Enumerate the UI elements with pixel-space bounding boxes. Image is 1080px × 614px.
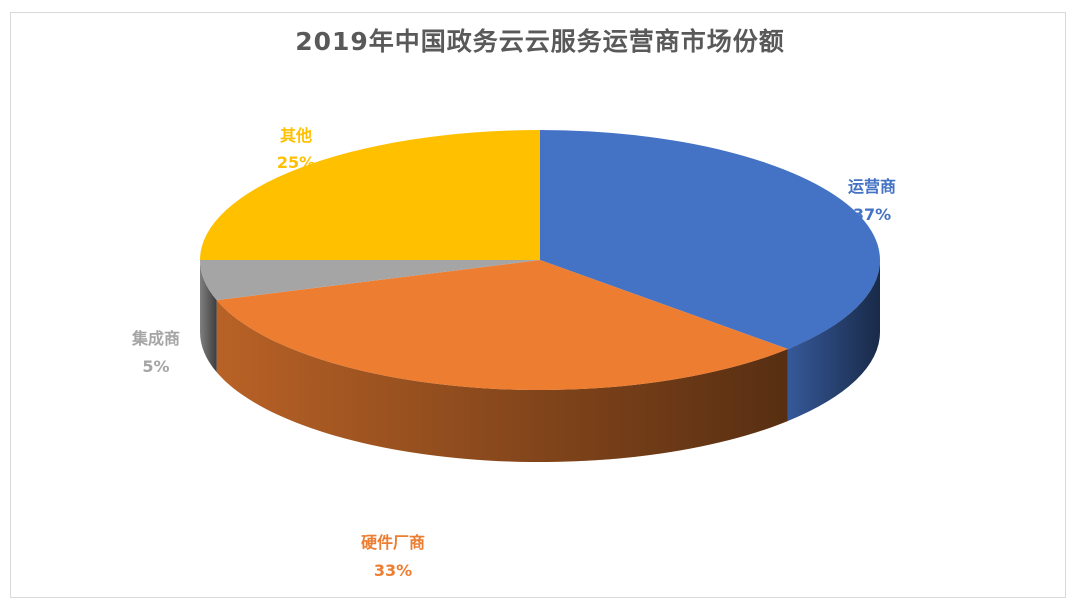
pie-slices — [200, 130, 880, 390]
label-yingjian-name: 硬件厂商 — [361, 533, 425, 552]
pie-sides — [200, 260, 880, 463]
slice-yingjian — [216, 260, 788, 390]
label-qita-value: 25% — [277, 153, 315, 172]
slice-side-shade-yingjian — [216, 300, 788, 463]
label-jicheng-value: 5% — [142, 357, 169, 376]
label-yingjian-value: 33% — [374, 561, 412, 580]
label-yunyingshang-value: 37% — [853, 205, 891, 224]
slice-qita — [200, 130, 540, 260]
slice-side-shade-jicheng — [200, 260, 217, 373]
slice-jicheng — [200, 260, 540, 301]
chart-title: 2019年中国政务云云服务运营商市场份额 — [295, 27, 785, 56]
label-yunyingshang-name: 运营商 — [848, 177, 896, 196]
slice-side-shade-yunyingshang — [787, 260, 880, 421]
label-qita-name: 其他 — [280, 126, 312, 145]
label-jicheng-name: 集成商 — [131, 329, 180, 348]
slice-yunyingshang — [540, 130, 880, 349]
